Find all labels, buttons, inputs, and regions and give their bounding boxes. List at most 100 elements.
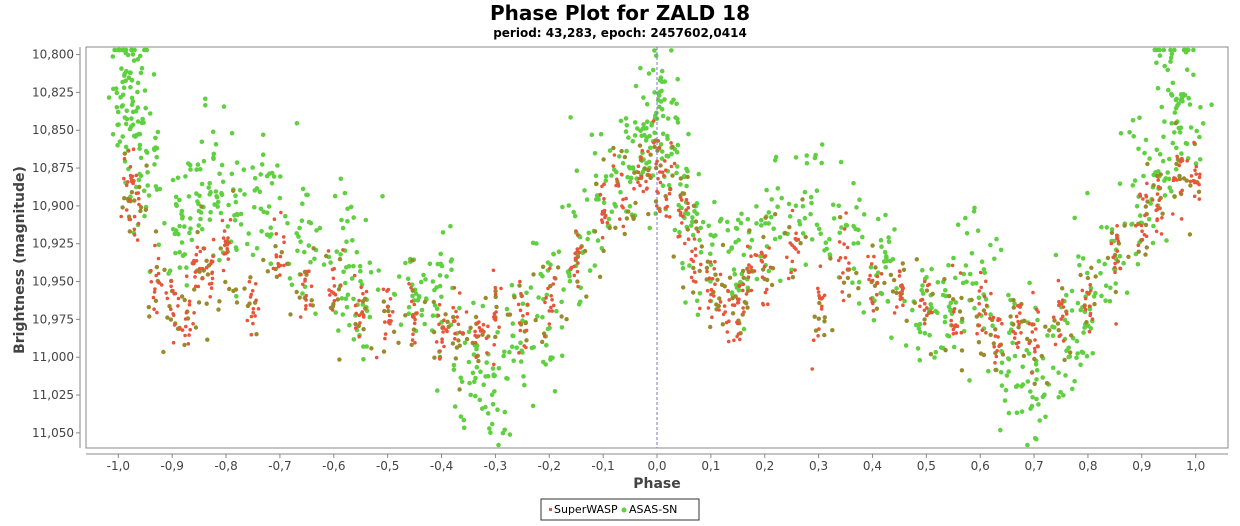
data-point-asas-sn — [660, 113, 666, 119]
data-point-superwasp-overlap — [559, 314, 564, 319]
data-point-superwasp — [705, 288, 710, 293]
data-point-asas-sn — [550, 355, 555, 361]
x-tick-label: 0,0 — [647, 459, 666, 473]
data-point-superwasp — [360, 310, 365, 314]
data-point-superwasp-overlap — [592, 229, 598, 234]
data-point-asas-sn — [1162, 119, 1167, 124]
data-point-superwasp — [330, 290, 334, 294]
y-tick-label: 10,950 — [32, 275, 74, 289]
data-point-superwasp — [187, 333, 191, 337]
data-point-superwasp — [710, 315, 714, 320]
data-point-superwasp-overlap — [658, 163, 663, 168]
data-point-asas-sn — [186, 194, 192, 199]
data-point-superwasp — [647, 173, 652, 177]
data-point-asas-sn — [131, 58, 137, 63]
data-point-superwasp — [737, 284, 742, 288]
data-point-asas-sn — [406, 311, 412, 317]
data-point-superwasp — [747, 263, 751, 267]
data-point-asas-sn — [1103, 298, 1108, 304]
data-point-superwasp — [665, 204, 669, 209]
data-point-superwasp — [843, 255, 848, 260]
data-point-asas-sn — [647, 133, 652, 139]
data-point-superwasp-overlap — [410, 258, 415, 263]
data-point-superwasp — [669, 141, 673, 145]
data-point-asas-sn — [421, 272, 426, 278]
data-point-asas-sn — [154, 154, 159, 160]
data-point-asas-sn — [112, 47, 117, 53]
y-tick-label: 10,925 — [32, 237, 74, 251]
data-point-asas-sn — [1136, 146, 1141, 152]
data-point-asas-sn — [659, 156, 665, 161]
data-point-asas-sn — [648, 145, 653, 151]
data-point-superwasp — [256, 307, 261, 311]
data-point-superwasp — [980, 328, 985, 333]
data-point-asas-sn — [448, 223, 453, 229]
data-point-superwasp — [667, 191, 672, 196]
data-point-superwasp-overlap — [730, 296, 735, 301]
data-point-asas-sn — [617, 154, 622, 159]
data-point-superwasp — [766, 302, 770, 307]
data-point-asas-sn — [976, 295, 982, 301]
data-point-asas-sn — [170, 177, 176, 183]
data-point-superwasp-overlap — [607, 225, 612, 231]
data-point-superwasp — [984, 279, 988, 284]
data-point-asas-sn — [1167, 156, 1172, 162]
data-point-asas-sn — [1020, 382, 1026, 387]
x-tick-label: -1,0 — [107, 459, 130, 473]
data-point-superwasp-overlap — [1184, 178, 1189, 183]
data-point-superwasp — [250, 289, 255, 293]
data-point-superwasp — [842, 242, 846, 246]
data-point-asas-sn — [175, 175, 181, 181]
data-point-superwasp — [304, 304, 308, 308]
data-point-asas-sn — [234, 294, 239, 299]
x-axis-label: Phase — [633, 476, 681, 492]
data-point-asas-sn — [218, 210, 224, 216]
data-point-asas-sn — [953, 300, 959, 305]
data-point-superwasp — [1113, 261, 1117, 266]
data-point-superwasp-overlap — [1105, 255, 1111, 261]
data-point-asas-sn — [603, 178, 609, 183]
data-point-superwasp-overlap — [464, 336, 470, 342]
data-point-superwasp — [796, 237, 801, 242]
data-point-asas-sn — [154, 146, 160, 151]
data-point-superwasp — [122, 156, 127, 161]
y-tick-label: 10,825 — [32, 85, 74, 99]
data-point-superwasp — [816, 286, 820, 291]
data-point-asas-sn — [332, 193, 338, 199]
data-point-superwasp — [604, 213, 608, 218]
data-point-superwasp — [897, 274, 902, 278]
data-point-asas-sn — [531, 345, 536, 350]
data-point-asas-sn — [854, 205, 859, 210]
data-point-superwasp — [1057, 303, 1061, 308]
x-tick-label: 0,4 — [863, 459, 882, 473]
data-point-asas-sn — [871, 318, 877, 323]
data-point-superwasp — [359, 285, 364, 290]
data-point-asas-sn — [122, 115, 128, 120]
x-tick-label: 0,1 — [701, 459, 720, 473]
data-point-superwasp — [153, 287, 157, 291]
data-point-asas-sn — [189, 237, 195, 243]
data-point-asas-sn — [1006, 369, 1011, 374]
data-point-asas-sn — [477, 397, 483, 403]
data-point-asas-sn — [439, 294, 444, 300]
data-point-asas-sn — [618, 189, 623, 195]
data-point-asas-sn — [438, 251, 444, 257]
data-point-superwasp — [493, 285, 498, 290]
data-point-asas-sn — [885, 299, 891, 304]
data-point-superwasp — [748, 270, 752, 274]
data-point-asas-sn — [942, 319, 948, 325]
data-point-superwasp — [735, 334, 739, 339]
data-point-asas-sn — [505, 376, 510, 381]
data-point-superwasp — [178, 327, 182, 331]
data-point-superwasp-overlap — [993, 327, 998, 332]
data-point-asas-sn — [554, 308, 559, 314]
data-point-superwasp — [600, 184, 604, 189]
data-point-asas-sn — [1176, 101, 1181, 106]
data-point-asas-sn — [690, 219, 695, 225]
data-point-asas-sn — [1033, 362, 1039, 367]
data-point-superwasp — [713, 282, 717, 287]
data-point-asas-sn — [638, 65, 643, 71]
data-point-asas-sn — [128, 85, 133, 90]
data-point-superwasp — [822, 293, 827, 298]
data-point-superwasp — [542, 334, 547, 339]
